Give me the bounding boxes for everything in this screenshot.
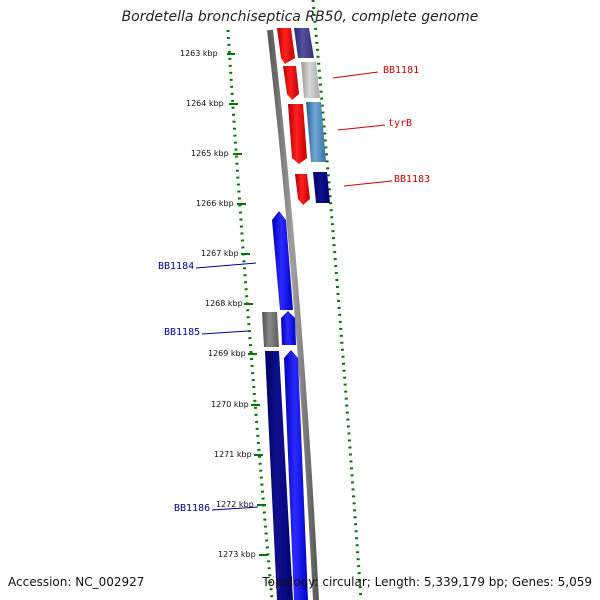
tick-label: 1270 kbp: [211, 400, 249, 409]
gene-cds-forward[interactable]: [295, 174, 310, 205]
tick-label: 1267 kbp: [201, 249, 239, 258]
tick-label: 1271 kbp: [214, 450, 252, 459]
tick-label: 1268 kbp: [205, 299, 243, 308]
gene-cds-reverse[interactable]: [281, 311, 296, 345]
tick-label: 1265 kbp: [191, 149, 229, 158]
tick-label: 1266 kbp: [196, 199, 234, 208]
gene-bb1184[interactable]: [272, 211, 293, 310]
tick-label: 1264 kbp: [186, 99, 224, 108]
accession-text: Accession: NC_002927: [8, 575, 145, 589]
gene-label-tyrb[interactable]: tyrB: [388, 118, 413, 129]
gene-cds-reverse[interactable]: [284, 350, 308, 600]
forward-strand-genes: [277, 28, 330, 205]
tick-label: 1263 kbp: [180, 49, 218, 58]
scale-ticks: [227, 53, 268, 556]
genome-title: Bordetella bronchiseptica RB50, complete…: [121, 9, 479, 25]
reverse-strand-genes: [262, 211, 308, 600]
leader-tyrb: [337, 124, 386, 131]
gene-label-bb1186[interactable]: BB1186: [174, 503, 211, 514]
leader-bb1184: [195, 262, 257, 269]
gene-cds-grey[interactable]: [301, 62, 320, 98]
tick-label: 1273 kbp: [218, 550, 256, 559]
gene-label-bb1181[interactable]: BB1181: [383, 65, 420, 76]
tick-label: 1269 kbp: [208, 349, 246, 358]
gene-tyrb[interactable]: [306, 102, 326, 162]
gene-bb1183[interactable]: [313, 172, 330, 203]
gene-bb1186[interactable]: [265, 351, 293, 600]
gene-cds-forward[interactable]: [294, 28, 314, 58]
genome-backbone: [267, 29, 319, 600]
gene-label-bb1184[interactable]: BB1184: [158, 261, 195, 272]
leader-bb1186: [211, 506, 259, 511]
gene-cds-forward[interactable]: [277, 28, 295, 64]
gene-bb1181[interactable]: [283, 66, 299, 100]
gc-skew-ring-outer: [311, 0, 363, 600]
tick-label: 1272 kbp: [216, 500, 254, 509]
gene-label-bb1183[interactable]: BB1183: [394, 174, 431, 185]
leader-bb1181: [332, 71, 379, 79]
gene-bb1185[interactable]: [262, 312, 279, 347]
topology-text: Topology: circular; Length: 5,339,179 bp…: [262, 575, 592, 589]
leader-bb1183: [343, 180, 393, 187]
leader-bb1185: [201, 330, 249, 335]
gene-label-bb1185[interactable]: BB1185: [164, 327, 201, 338]
gene-cds-forward[interactable]: [288, 104, 307, 164]
